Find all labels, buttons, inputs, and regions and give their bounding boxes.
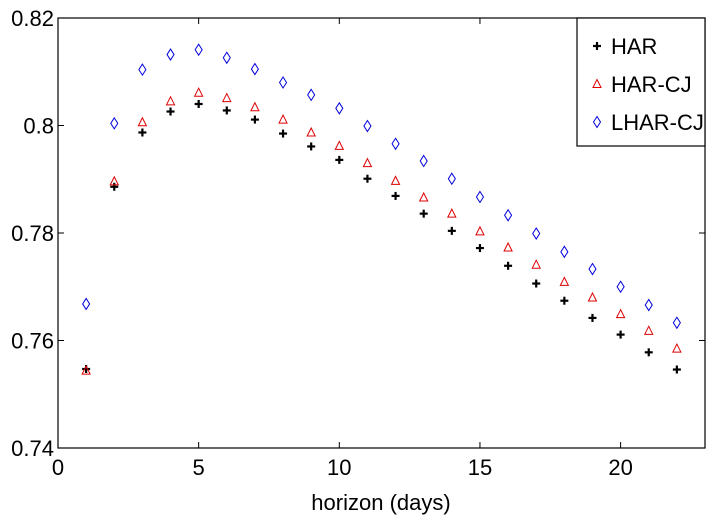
data-point — [531, 259, 542, 269]
data-point — [503, 208, 513, 222]
data-point — [588, 262, 597, 276]
y-axis: 0.74 0.76 0.78 0.8 0.82 — [11, 6, 705, 461]
data-point — [363, 119, 372, 133]
data-point — [672, 342, 682, 353]
data-point — [560, 296, 569, 305]
data-point — [504, 261, 513, 270]
data-point — [475, 225, 485, 236]
data-point — [222, 106, 231, 115]
data-point — [165, 95, 176, 106]
data-point — [250, 62, 260, 76]
data-point — [475, 244, 484, 253]
data-point — [418, 191, 429, 202]
data-point — [447, 208, 457, 218]
data-point — [279, 129, 288, 138]
y-tick-label: 0.82 — [11, 6, 54, 31]
data-point — [138, 128, 147, 137]
data-point — [419, 154, 428, 168]
data-point — [306, 126, 316, 137]
data-point — [278, 76, 288, 89]
data-point — [615, 308, 626, 319]
data-point — [643, 325, 654, 335]
data-point — [644, 298, 653, 312]
y-tick-label: 0.8 — [23, 114, 54, 139]
legend-marker — [592, 115, 602, 129]
data-point — [137, 116, 148, 127]
data-point — [419, 209, 428, 218]
data-point — [390, 175, 401, 185]
data-point — [503, 241, 513, 252]
data-point — [391, 137, 400, 151]
data-point — [532, 227, 541, 240]
data-point — [616, 330, 625, 339]
data-point — [81, 364, 91, 375]
data-point — [644, 348, 653, 357]
data-point — [363, 174, 372, 183]
legend-label: LHAR-CJ — [611, 110, 704, 135]
y-tick-label: 0.74 — [11, 436, 54, 461]
data-point — [307, 142, 316, 151]
series-har — [82, 100, 681, 374]
data-point — [82, 297, 91, 311]
y-tick-label: 0.78 — [11, 221, 54, 246]
data-point — [335, 155, 344, 164]
data-point — [335, 101, 344, 115]
legend-label: HAR — [611, 34, 657, 59]
x-tick-label: 0 — [52, 455, 64, 480]
data-point — [166, 48, 175, 61]
data-point — [222, 51, 231, 65]
data-point — [138, 63, 147, 77]
data-point — [334, 140, 345, 150]
series-lhar-cj — [82, 43, 681, 330]
x-tick-label: 10 — [327, 455, 351, 480]
legend-marker — [592, 78, 602, 88]
data-point — [166, 107, 175, 116]
data-point — [447, 226, 456, 235]
data-point — [672, 365, 681, 374]
x-tick-label: 15 — [468, 455, 492, 480]
data-point — [250, 101, 260, 112]
data-point — [362, 157, 373, 168]
series-har-cj — [81, 87, 682, 375]
x-axis-title: horizon (days) — [311, 490, 450, 515]
data-point — [587, 291, 598, 302]
data-point — [110, 116, 119, 130]
data-point — [221, 92, 232, 103]
x-tick-label: 20 — [608, 455, 632, 480]
data-point — [194, 100, 203, 108]
data-point — [193, 87, 204, 97]
data-point — [307, 88, 316, 102]
data-point — [194, 43, 203, 57]
legend: HAR HAR-CJ LHAR-CJ — [576, 17, 706, 147]
data-point — [560, 245, 569, 259]
data-point — [278, 113, 288, 124]
data-marks — [81, 43, 682, 375]
data-point — [532, 279, 541, 288]
legend-marker — [593, 42, 601, 50]
data-point — [559, 276, 570, 286]
x-tick-label: 5 — [193, 455, 205, 480]
data-point — [110, 182, 119, 191]
legend-label: HAR-CJ — [611, 72, 692, 97]
data-point — [672, 316, 681, 330]
data-point — [109, 175, 120, 186]
data-point — [250, 115, 259, 124]
data-point — [447, 172, 456, 186]
data-point — [616, 280, 625, 294]
data-point — [391, 191, 400, 200]
data-point — [475, 190, 485, 204]
data-point — [588, 313, 597, 322]
y-tick-label: 0.76 — [11, 329, 54, 354]
